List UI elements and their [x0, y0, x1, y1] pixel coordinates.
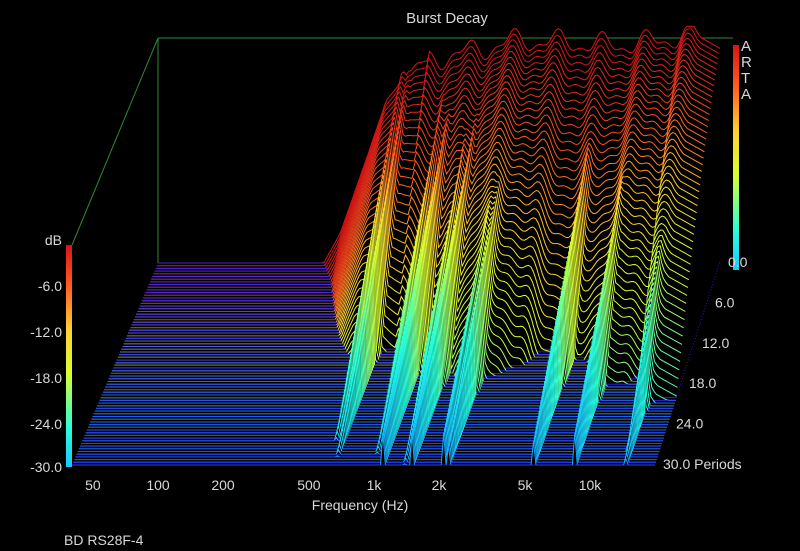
- z-tick-label: 6.0: [715, 294, 735, 310]
- y-tick-label: -12.0: [30, 324, 62, 340]
- z-tick-label: 18.0: [689, 375, 716, 391]
- decay-slice-fill: [125, 194, 696, 340]
- decay-slice: [78, 403, 661, 450]
- brand-letter: A: [741, 86, 751, 103]
- z-tick-label: 30.0 Periods: [663, 456, 742, 472]
- plot-frame: [71, 37, 733, 263]
- z-tick-label: 12.0: [702, 335, 729, 351]
- footer-label: BD RS28F-4: [64, 532, 144, 548]
- left-colorbar: [66, 245, 72, 467]
- x-tick-label: 200: [211, 477, 235, 493]
- right-colorbar: [733, 45, 739, 270]
- decay-slices: [72, 25, 721, 466]
- x-tick-label: 5k: [518, 477, 534, 493]
- z-tick-label: 24.0: [676, 416, 703, 432]
- y-tick-labels: dB -6.0 -12.0 -18.0 -24.0 -30.0: [30, 232, 62, 475]
- y-tick-label: -6.0: [38, 278, 62, 294]
- y-tick-label: -30.0: [30, 459, 62, 475]
- chart-title: Burst Decay: [406, 10, 488, 27]
- x-tick-label: 1k: [367, 477, 383, 493]
- x-axis-label: Frequency (Hz): [312, 497, 408, 513]
- x-tick-label: 100: [146, 477, 170, 493]
- z-tick-labels: 0.0 6.0 12.0 18.0 24.0 30.0 Periods: [663, 254, 748, 472]
- x-tick-label: 50: [85, 477, 101, 493]
- z-tick-label: 0.0: [728, 254, 748, 270]
- x-tick-labels: 50 100 200 500 1k 2k 5k 10k: [85, 477, 602, 493]
- brand-letter: A: [741, 38, 751, 55]
- x-tick-label: 2k: [432, 477, 448, 493]
- y-tick-label: -24.0: [30, 416, 62, 432]
- decay-slice-fill: [78, 403, 661, 450]
- brand-letter: R: [741, 54, 752, 71]
- decay-slice-fill: [108, 278, 683, 380]
- y-tick-label: -18.0: [30, 370, 62, 386]
- brand-letter: T: [741, 70, 750, 87]
- x-tick-label: 500: [297, 477, 321, 493]
- x-tick-label: 10k: [579, 477, 603, 493]
- decay-slice-fill: [107, 282, 682, 383]
- y-tick-label: dB: [45, 232, 62, 248]
